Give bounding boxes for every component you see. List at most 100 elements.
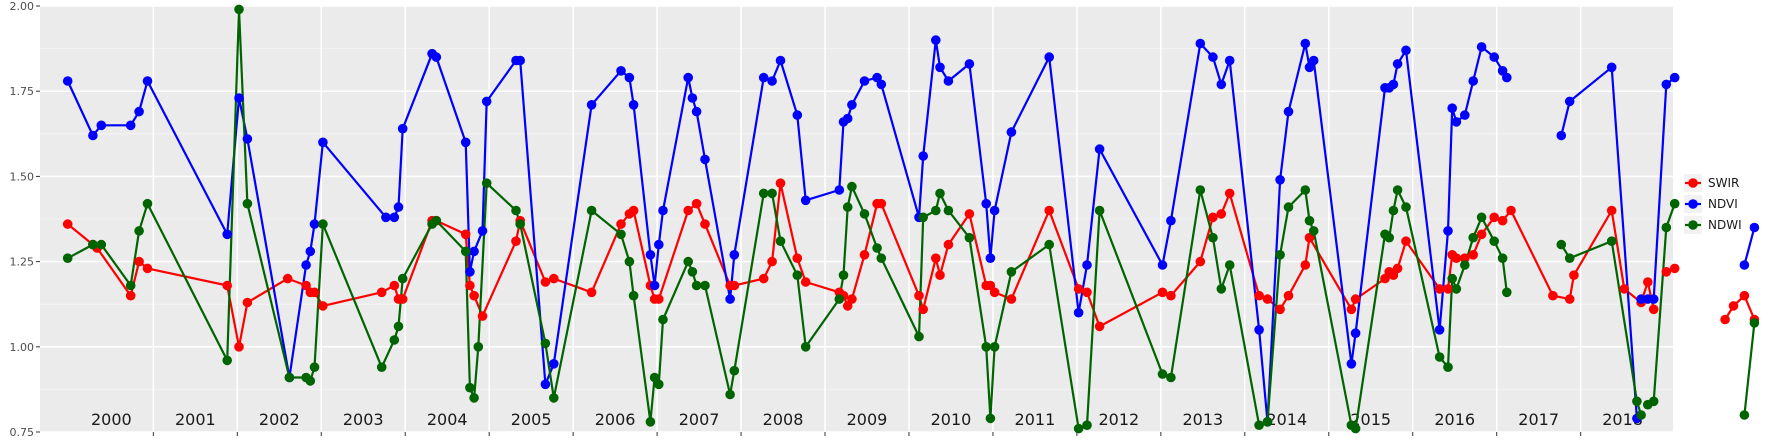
data-point-ndvi [758, 72, 769, 83]
data-point-swir [1208, 212, 1218, 223]
data-point-ndwi [1384, 232, 1394, 243]
data-point-ndvi [847, 100, 857, 110]
data-point-swir [1216, 209, 1227, 219]
data-point-ndvi [1283, 106, 1294, 117]
data-point-ndvi [549, 359, 559, 369]
data-point-swir [1643, 277, 1653, 287]
data-point-ndvi [1275, 175, 1285, 185]
year-label: 2015 [1350, 410, 1391, 429]
data-point-ndwi [1489, 236, 1499, 246]
data-point-swir [1283, 290, 1294, 301]
year-label: 2009 [847, 410, 888, 429]
data-point-swir [586, 287, 597, 298]
data-point-ndwi [1073, 423, 1084, 434]
data-point-ndvi [842, 113, 853, 124]
data-point-ndwi [989, 342, 1000, 352]
data-point-ndwi [918, 212, 928, 223]
y-tick-label: 1.25 [10, 256, 35, 269]
data-point-ndwi [1636, 410, 1646, 420]
data-point-ndvi [876, 79, 887, 90]
data-point-ndvi [393, 202, 404, 212]
data-point-ndvi [1489, 52, 1499, 62]
year-label: 2011 [1015, 410, 1056, 429]
data-point-ndwi [1447, 273, 1457, 284]
data-point-swir [511, 236, 521, 246]
x-axis [152, 432, 1582, 436]
data-point-ndwi [654, 379, 664, 390]
year-label: 2008 [763, 410, 804, 429]
data-point-ndvi [305, 246, 316, 257]
data-point-ndvi [1044, 52, 1054, 62]
year-label: 2000 [91, 410, 132, 429]
data-point-ndwi [1564, 253, 1575, 263]
data-point-swir [1497, 215, 1508, 226]
data-point-swir [397, 294, 408, 304]
data-point-ndwi [1094, 205, 1105, 216]
data-point-swir [931, 253, 941, 263]
year-label: 2002 [259, 410, 300, 429]
data-point-ndwi [1044, 239, 1054, 250]
data-point-ndwi [700, 280, 710, 291]
data-point-ndvi [586, 100, 597, 110]
y-tick-label: 1.00 [10, 341, 35, 354]
data-point-ndwi [935, 188, 945, 199]
data-point-ndwi [465, 382, 475, 393]
data-point-swir [1476, 229, 1487, 240]
year-label: 2004 [427, 410, 468, 429]
data-point-ndwi [775, 236, 786, 246]
year-labels: 2000 2001 2002 2003 2004 2005 2006 2007 2008 2009… [91, 410, 1643, 429]
data-point-swir [1082, 287, 1092, 298]
data-point-swir [767, 256, 777, 267]
data-point-ndvi [624, 72, 635, 83]
data-point-ndwi [1208, 232, 1218, 243]
data-point-ndwi [1006, 267, 1017, 277]
data-point-ndwi [1460, 260, 1470, 270]
data-point-ndvi [1669, 72, 1680, 83]
data-point-ndvi [1468, 76, 1478, 86]
data-point-swir [1166, 290, 1176, 301]
data-point-swir [1350, 294, 1361, 304]
data-point-ndvi [1195, 38, 1206, 49]
data-point-ndvi [1216, 79, 1227, 90]
data-point-ndwi [1497, 253, 1508, 263]
data-point-ndvi [1308, 55, 1319, 66]
data-point-ndwi [1082, 420, 1092, 431]
data-point-ndwi [376, 362, 387, 373]
data-point-ndvi [1388, 79, 1399, 90]
data-point-ndvi [1082, 260, 1092, 270]
data-point-swir [654, 294, 664, 304]
y-tick-label: 1.50 [10, 170, 35, 183]
data-point-ndwi [1304, 215, 1315, 226]
y-tick-label: 2.00 [10, 0, 35, 13]
data-point-swir [800, 277, 811, 287]
data-point-swir [1728, 301, 1739, 311]
data-point-ndvi [1166, 215, 1176, 226]
data-point-ndwi [511, 205, 521, 216]
data-point-ndvi [96, 120, 107, 131]
data-point-swir [1254, 290, 1264, 301]
series-line-swir [1724, 294, 1756, 321]
data-point-ndvi [1460, 110, 1470, 120]
y-axis: 0.75 1.00 1.25 1.50 1.75 2.00 [10, 0, 40, 439]
data-point-ndvi [540, 379, 551, 390]
data-point-ndwi [876, 253, 887, 263]
data-point-ndwi [859, 209, 870, 219]
data-point-swir [1451, 253, 1462, 263]
data-point-swir [914, 290, 924, 301]
data-point-swir [729, 280, 740, 291]
data-point-swir [1661, 267, 1672, 277]
data-point-ndvi [515, 55, 525, 66]
data-point-ndvi [859, 76, 870, 86]
year-label: 2012 [1099, 410, 1140, 429]
data-point-swir [691, 198, 702, 209]
data-point-ndwi [1308, 226, 1319, 236]
data-point-ndvi [1636, 294, 1646, 304]
series-line-ndvi [1560, 66, 1638, 419]
data-point-swir [792, 253, 803, 263]
data-point-ndvi [465, 267, 475, 277]
data-point-ndvi [142, 76, 153, 86]
data-point-ndwi [1350, 423, 1361, 434]
data-point-ndvi [1434, 325, 1445, 335]
data-point-swir [1569, 270, 1579, 281]
